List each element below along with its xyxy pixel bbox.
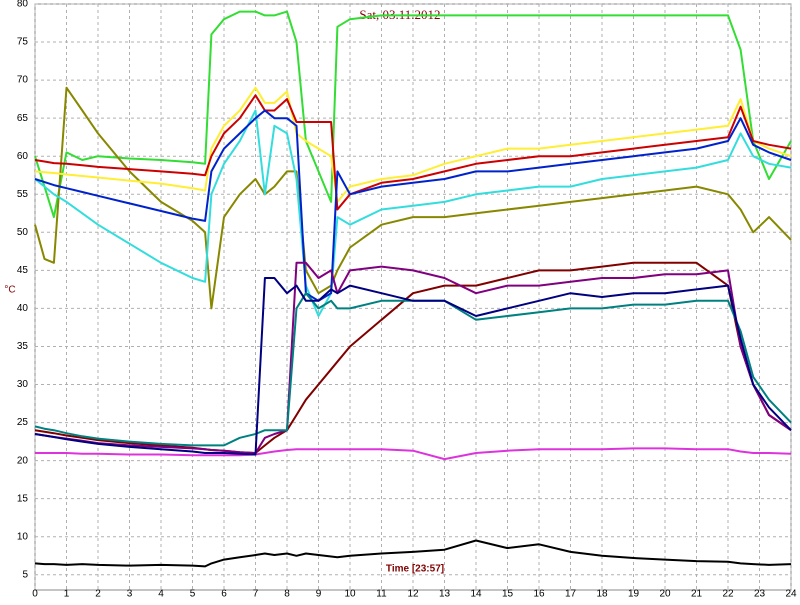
y-tick-label: 5	[22, 569, 28, 580]
y-tick-label: 15	[17, 493, 29, 504]
data-line	[34, 94, 792, 211]
x-tick-label: 6	[221, 589, 227, 600]
data-line	[34, 277, 792, 456]
x-tick-label: 15	[502, 589, 514, 600]
data-line	[34, 109, 792, 317]
y-tick-label: 75	[17, 37, 29, 48]
y-tick-label: 10	[17, 531, 29, 542]
y-tick-label: 30	[17, 379, 29, 390]
x-tick-label: 8	[284, 589, 290, 600]
x-tick-label: 21	[691, 589, 703, 600]
x-tick-label: 2	[95, 589, 101, 600]
data-line	[34, 86, 792, 203]
y-tick-label: 40	[17, 303, 29, 314]
y-tick-label: 80	[17, 0, 29, 10]
x-tick-label: 1	[64, 589, 70, 600]
y-axis-label: °C	[4, 285, 15, 296]
x-tick-label: 4	[158, 589, 164, 600]
y-tick-label: 60	[17, 151, 29, 162]
y-tick-label: 35	[17, 341, 29, 352]
x-tick-label: 0	[32, 589, 38, 600]
y-tick-label: 70	[17, 75, 29, 86]
x-tick-label: 16	[533, 589, 545, 600]
x-tick-label: 19	[628, 589, 640, 600]
y-tick-label: 65	[17, 113, 29, 124]
x-tick-label: 12	[407, 589, 419, 600]
x-tick-label: 24	[785, 589, 797, 600]
y-tick-label: 45	[17, 265, 29, 276]
data-line	[34, 292, 792, 447]
x-tick-label: 18	[596, 589, 608, 600]
x-tick-label: 11	[376, 589, 387, 600]
x-tick-label: 13	[439, 589, 451, 600]
y-tick-label: 55	[17, 189, 29, 200]
data-line	[35, 447, 792, 461]
x-tick-label: 22	[722, 589, 734, 600]
y-tick-label: 50	[17, 227, 29, 238]
data-line	[34, 10, 792, 219]
data-line	[34, 261, 792, 454]
x-tick-label: 17	[565, 589, 577, 600]
x-axis-label: Time [23:57]	[386, 564, 444, 575]
x-tick-label: 3	[127, 589, 133, 600]
x-tick-label: 10	[344, 589, 356, 600]
x-tick-label: 14	[470, 589, 482, 600]
y-tick-label: 20	[17, 455, 29, 466]
x-tick-label: 20	[659, 589, 671, 600]
x-tick-label: 23	[754, 589, 766, 600]
data-line	[34, 261, 792, 454]
x-tick-label: 5	[190, 589, 196, 600]
x-tick-label: 9	[316, 589, 322, 600]
data-line	[34, 539, 792, 568]
x-tick-label: 7	[253, 589, 259, 600]
y-tick-label: 25	[17, 417, 29, 428]
